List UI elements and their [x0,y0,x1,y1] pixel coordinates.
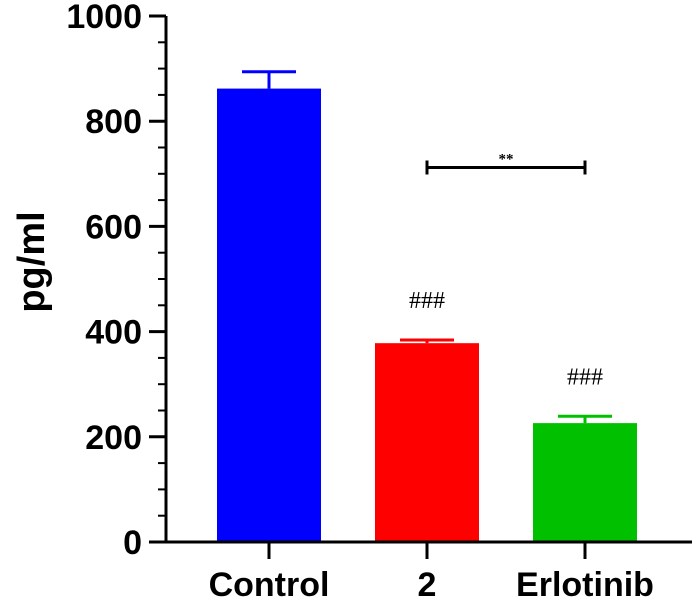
y-tick-label: 400 [85,314,142,352]
y-tick-label: 1000 [66,0,142,36]
x-tick-label: Erlotinib [516,566,654,601]
error-bars-group [242,70,612,424]
annotations-group: ### ### [409,288,603,390]
y-tick-label: 800 [85,103,142,141]
y-tick-label: 600 [85,208,142,246]
significance-label: ** [499,151,514,167]
y-axis-title-group: pg/ml [11,211,53,312]
x-tick-label: Control [209,566,330,601]
significance-bracket: ** [425,151,587,175]
bars-group [217,88,637,542]
x-axis: Control 2 Erlotinib [164,540,692,601]
x-tick-label: 2 [418,566,437,601]
bar-annotation: ### [409,288,445,314]
bar-annotation: ### [567,364,603,390]
y-tick-label: 200 [85,419,142,457]
y-axis-title: pg/ml [11,211,53,312]
y-tick-label: 0 [123,524,142,562]
bar-2 [375,343,479,542]
bar-control [217,88,321,542]
bar-erlotinib [533,423,637,542]
y-axis: 0 200 400 600 800 1000 [66,0,168,562]
